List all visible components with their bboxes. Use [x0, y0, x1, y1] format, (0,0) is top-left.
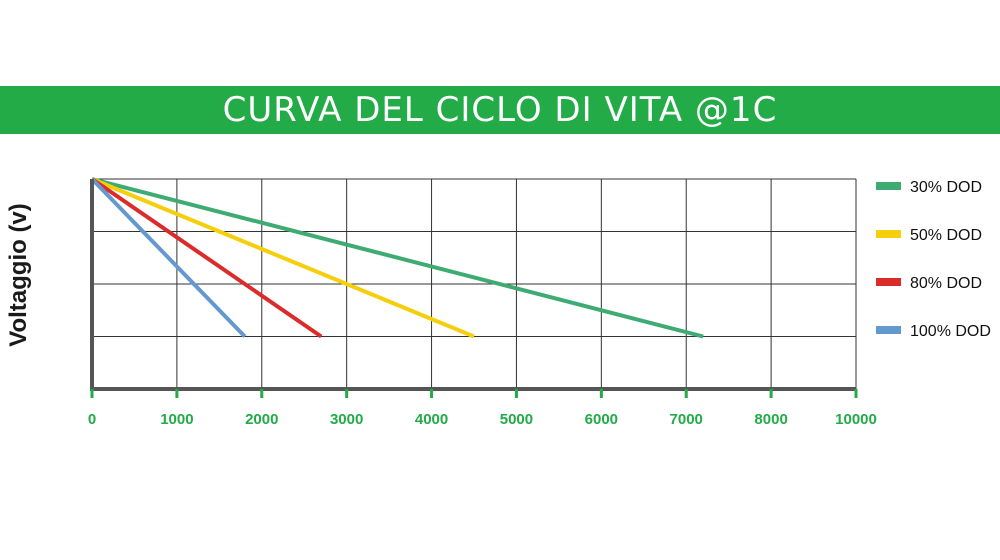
x-tick-labels: 0 1000 2000 3000 4000 5000 6000 7000 8000 10000: [88, 389, 877, 428]
legend: 30% DOD 50% DOD 80% DOD 100% DOD: [876, 179, 991, 340]
axes: [90, 179, 856, 391]
legend-swatch: [876, 326, 901, 334]
x-tick-label: 0: [88, 411, 96, 428]
legend-label: 30% DOD: [910, 179, 982, 196]
title-banner: CURVA DEL CICLO DI VITA @1C: [0, 86, 1000, 134]
x-tick-label: 5000: [500, 411, 533, 428]
legend-swatch: [876, 182, 901, 190]
x-tick-label: 8000: [754, 411, 787, 428]
chart-title: CURVA DEL CICLO DI VITA @1C: [222, 90, 778, 130]
legend-label: 100% DOD: [910, 323, 991, 340]
series-line-30-dod: [91, 177, 704, 339]
x-tick-label: 10000: [835, 411, 877, 428]
x-tick-label: 4000: [415, 411, 448, 428]
series-lines: [90, 177, 704, 339]
series-line-80-dod: [90, 177, 323, 339]
legend-swatch: [876, 278, 901, 286]
legend-swatch: [876, 230, 901, 238]
x-tick-label: 3000: [330, 411, 363, 428]
legend-label: 50% DOD: [910, 227, 982, 244]
legend-label: 80% DOD: [910, 275, 982, 292]
x-tick-label: 6000: [585, 411, 618, 428]
x-tick-label: 1000: [160, 411, 193, 428]
series-line-50-dod: [91, 177, 475, 339]
x-tick-label: 2000: [245, 411, 278, 428]
y-axis-label: Voltaggio (v): [5, 203, 32, 347]
x-tick-label: 7000: [670, 411, 703, 428]
series-line-100-dod: [90, 177, 247, 338]
grid: [92, 178, 857, 389]
